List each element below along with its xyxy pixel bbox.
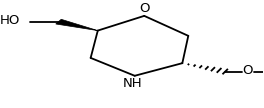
Polygon shape xyxy=(56,19,98,31)
Text: NH: NH xyxy=(122,77,142,90)
Text: O: O xyxy=(139,2,149,15)
Text: O: O xyxy=(243,64,253,77)
Text: HO: HO xyxy=(0,14,20,27)
